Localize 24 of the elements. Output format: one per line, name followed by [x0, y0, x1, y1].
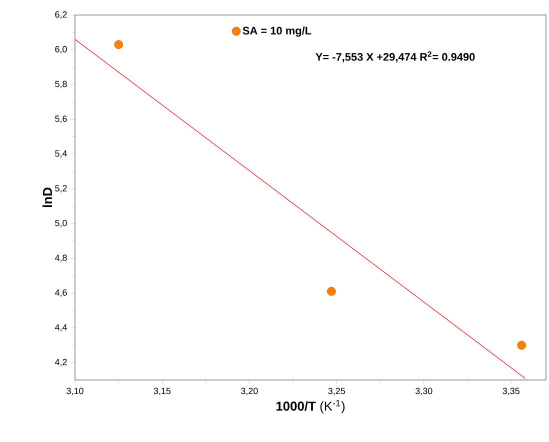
point — [114, 40, 123, 49]
y-tick-label: 5,8 — [55, 80, 67, 88]
x-axis-title: 1000/T (K$^{-1}$) — [276, 400, 345, 414]
y-tick-label: 4,6 — [54, 289, 67, 297]
x-tick-label: 3,20 — [241, 388, 258, 396]
y-tick-label: 6,2 — [55, 11, 67, 19]
x-tick-label: 3,15 — [154, 388, 171, 396]
x-tick-label: 3,25 — [328, 388, 346, 396]
point — [327, 286, 336, 296]
annotation: Y= -7,553 X +29,474 R$^{2}$= 0.9490 — [316, 51, 475, 62]
y-tick-label: 5,0 — [55, 220, 67, 228]
x-tick-label: 3,30 — [416, 388, 432, 396]
y-tick-label: 4,2 — [54, 358, 67, 366]
y-tick-label: 5,4 — [55, 150, 67, 158]
y-axis-title: lnD — [42, 188, 52, 208]
y-tick-label: 5,6 — [55, 116, 67, 123]
y-tick-label: 4,8 — [54, 254, 67, 262]
x-tick-label: 3,35 — [502, 388, 520, 396]
y-tick-label: 6,0 — [55, 46, 67, 54]
point — [517, 340, 526, 350]
y-tick-label: 4,4 — [54, 324, 67, 332]
x-tick-label: 3,10 — [66, 388, 84, 396]
y-tick-label: 5,2 — [55, 185, 67, 193]
legend-label: SA = 10 mg/L — [242, 26, 312, 37]
